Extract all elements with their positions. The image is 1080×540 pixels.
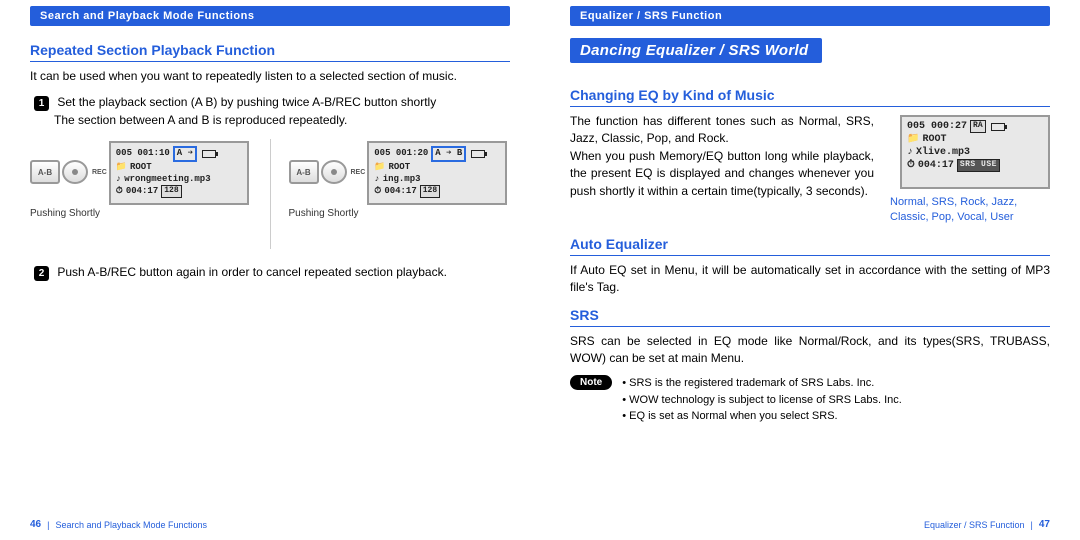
step-1: 1 Set the playback section (A B) by push…: [30, 93, 510, 129]
left-footer: 46 | Search and Playback Mode Functions: [30, 519, 510, 530]
step-1-badge: 1: [34, 96, 49, 111]
eq-side-col: 005 000:27 RA 📁 ROOT ♪ Xlive.mp3 ⏱ 004:1…: [890, 113, 1050, 226]
rec-button-icon: [62, 160, 88, 184]
illustration-2: A-B REC 005 001:20 A ➔ B 📁 ROOT ♪ ing.mp…: [289, 139, 511, 219]
pushing-label-1: Pushing Shortly: [30, 208, 252, 219]
left-page: Search and Playback Mode Functions Repea…: [0, 0, 540, 540]
left-header: Search and Playback Mode Functions: [30, 6, 510, 26]
rec-label: REC: [92, 169, 107, 176]
tab-header: Dancing Equalizer / SRS World: [570, 38, 822, 63]
footer-text-right: Equalizer / SRS Function: [924, 520, 1025, 530]
section-repeated-body: It can be used when you want to repeated…: [30, 68, 510, 85]
lcd-screen-1: 005 001:10 A ➔ 📁 ROOT ♪ wrongmeeting.mp3…: [109, 141, 249, 205]
rec-label: REC: [351, 169, 366, 176]
battery-icon: [991, 123, 1005, 131]
illustration-1: A-B REC 005 001:10 A ➔ 📁 ROOT ♪ wrongmee…: [30, 139, 252, 219]
step-2-text: Push A-B/REC button again in order to ca…: [57, 265, 447, 279]
right-footer: Equalizer / SRS Function | 47: [570, 519, 1050, 530]
rec-button-icon: [321, 160, 347, 184]
note-list: • SRS is the registered trademark of SRS…: [622, 375, 902, 425]
page-number-right: 47: [1039, 519, 1050, 530]
battery-icon: [471, 150, 485, 158]
right-header: Equalizer / SRS Function: [570, 6, 1050, 26]
section-srs-title: SRS: [570, 307, 1050, 327]
page-number-left: 46: [30, 519, 41, 530]
section-srs-body: SRS can be selected in EQ mode like Norm…: [570, 333, 1050, 368]
step-2-badge: 2: [34, 266, 49, 281]
section-auto-eq-body: If Auto EQ set in Menu, it will be autom…: [570, 262, 1050, 297]
ab-button-icon: A-B: [30, 160, 60, 184]
lcd-screen-2: 005 001:20 A ➔ B 📁 ROOT ♪ ing.mp3 ⏱ 004:…: [367, 141, 507, 205]
note-block: Note • SRS is the registered trademark o…: [570, 375, 1050, 425]
illustration-row: A-B REC 005 001:10 A ➔ 📁 ROOT ♪ wrongmee…: [30, 139, 510, 249]
separator: [270, 139, 271, 249]
step-1-text: Set the playback section (A B) by pushin…: [57, 95, 436, 109]
button-group-1: A-B REC 005 001:10 A ➔ 📁 ROOT ♪ wrongmee…: [30, 139, 252, 205]
button-group-2: A-B REC 005 001:20 A ➔ B 📁 ROOT ♪ ing.mp…: [289, 139, 511, 205]
battery-icon: [202, 150, 216, 158]
section-eq-title: Changing EQ by Kind of Music: [570, 87, 1050, 107]
ab-button-icon: A-B: [289, 160, 319, 184]
eq-two-col: The function has different tones such as…: [570, 113, 1050, 226]
step-1b-text: The section between A and B is reproduce…: [54, 113, 347, 127]
section-eq-body: The function has different tones such as…: [570, 113, 874, 200]
section-auto-eq-title: Auto Equalizer: [570, 236, 1050, 256]
eq-text-col: The function has different tones such as…: [570, 113, 874, 226]
lcd-screen-eq: 005 000:27 RA 📁 ROOT ♪ Xlive.mp3 ⏱ 004:1…: [900, 115, 1050, 189]
footer-text-left: Search and Playback Mode Functions: [55, 520, 207, 530]
note-tag: Note: [570, 375, 612, 390]
right-page: Equalizer / SRS Function Dancing Equaliz…: [540, 0, 1080, 540]
step-2: 2 Push A-B/REC button again in order to …: [30, 263, 510, 281]
eq-list: Normal, SRS, Rock, Jazz, Classic, Pop, V…: [890, 195, 1050, 226]
section-repeated-title: Repeated Section Playback Function: [30, 42, 510, 62]
pushing-label-2: Pushing Shortly: [289, 208, 511, 219]
